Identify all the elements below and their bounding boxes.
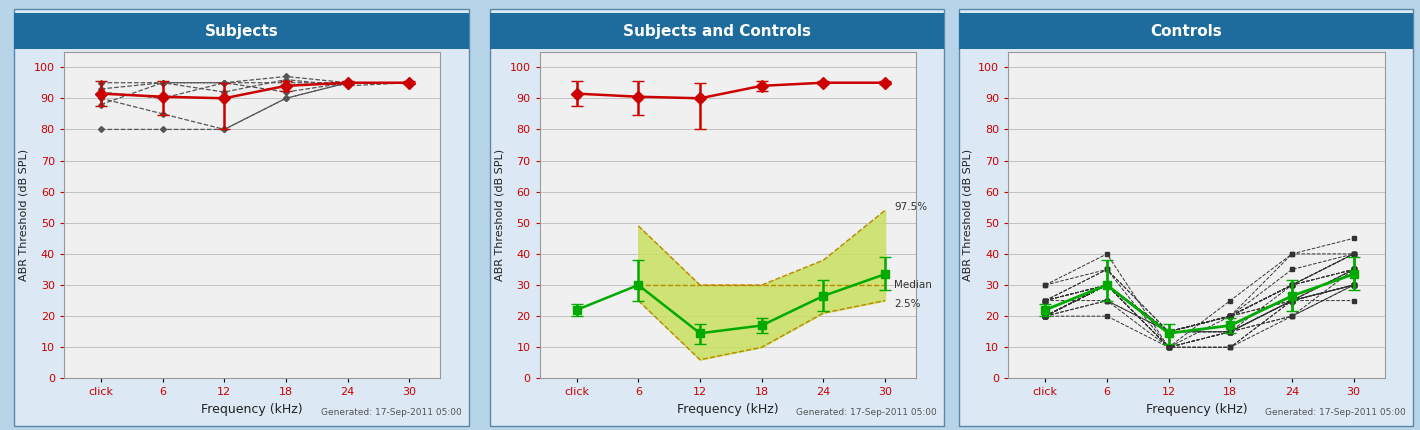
Text: Generated: 17-Sep-2011 05:00: Generated: 17-Sep-2011 05:00 — [797, 408, 937, 417]
Text: Generated: 17-Sep-2011 05:00: Generated: 17-Sep-2011 05:00 — [321, 408, 462, 417]
Text: Subjects: Subjects — [204, 24, 278, 39]
Y-axis label: ABR Threshold (dB SPL): ABR Threshold (dB SPL) — [18, 149, 28, 281]
Text: 97.5%: 97.5% — [895, 202, 927, 212]
Text: Controls: Controls — [1150, 24, 1221, 39]
X-axis label: Frequency (kHz): Frequency (kHz) — [202, 403, 302, 416]
Y-axis label: ABR Threshold (dB SPL): ABR Threshold (dB SPL) — [963, 149, 973, 281]
Text: Subjects and Controls: Subjects and Controls — [623, 24, 811, 39]
X-axis label: Frequency (kHz): Frequency (kHz) — [1146, 403, 1247, 416]
Text: 2.5%: 2.5% — [895, 299, 920, 309]
Text: Generated: 17-Sep-2011 05:00: Generated: 17-Sep-2011 05:00 — [1265, 408, 1406, 417]
Y-axis label: ABR Threshold (dB SPL): ABR Threshold (dB SPL) — [494, 149, 504, 281]
Text: Median: Median — [895, 280, 932, 290]
X-axis label: Frequency (kHz): Frequency (kHz) — [677, 403, 778, 416]
